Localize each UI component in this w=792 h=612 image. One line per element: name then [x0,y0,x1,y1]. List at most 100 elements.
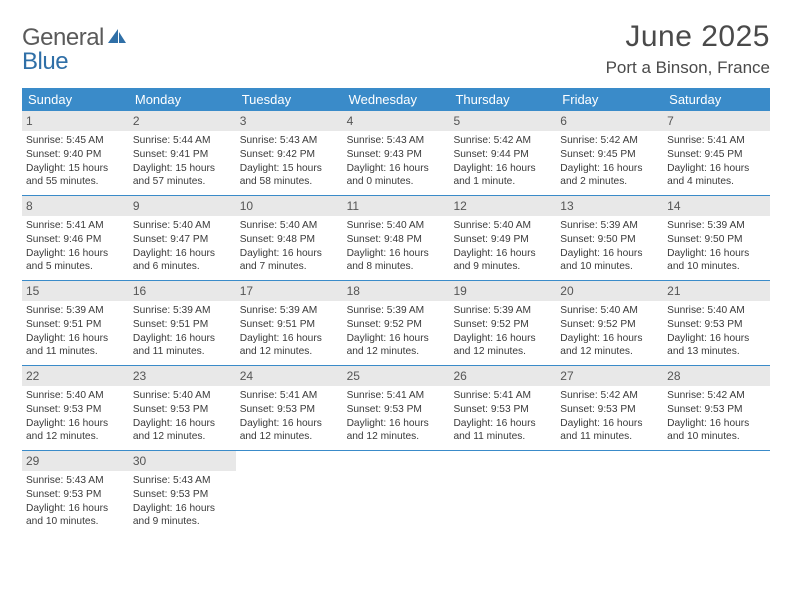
day-number: 17 [236,281,343,301]
day-cell: 25Sunrise: 5:41 AMSunset: 9:53 PMDayligh… [343,366,450,450]
week-row: 29Sunrise: 5:43 AMSunset: 9:53 PMDayligh… [22,451,770,535]
daylight-line: Daylight: 16 hours and 2 minutes. [560,162,659,190]
daylight-line: Daylight: 16 hours and 12 minutes. [240,417,339,445]
sunrise-line: Sunrise: 5:41 AM [240,389,339,403]
daylight-line: Daylight: 16 hours and 12 minutes. [133,417,232,445]
sunrise-line: Sunrise: 5:40 AM [560,304,659,318]
sunset-line: Sunset: 9:52 PM [453,318,552,332]
day-cell: 22Sunrise: 5:40 AMSunset: 9:53 PMDayligh… [22,366,129,450]
day-number: 12 [449,196,556,216]
day-number: 18 [343,281,450,301]
daylight-line: Daylight: 16 hours and 9 minutes. [453,247,552,275]
day-number: 8 [22,196,129,216]
dow-thu: Thursday [449,88,556,111]
daylight-line: Daylight: 16 hours and 6 minutes. [133,247,232,275]
daylight-line: Daylight: 16 hours and 10 minutes. [26,502,125,530]
day-cell: 29Sunrise: 5:43 AMSunset: 9:53 PMDayligh… [22,451,129,535]
day-cell [343,451,450,535]
sunset-line: Sunset: 9:50 PM [667,233,766,247]
day-number: 2 [129,111,236,131]
day-cell: 6Sunrise: 5:42 AMSunset: 9:45 PMDaylight… [556,111,663,195]
sunset-line: Sunset: 9:48 PM [347,233,446,247]
sunrise-line: Sunrise: 5:41 AM [453,389,552,403]
sunset-line: Sunset: 9:50 PM [560,233,659,247]
day-cell: 13Sunrise: 5:39 AMSunset: 9:50 PMDayligh… [556,196,663,280]
day-cell: 15Sunrise: 5:39 AMSunset: 9:51 PMDayligh… [22,281,129,365]
daylight-line: Daylight: 16 hours and 5 minutes. [26,247,125,275]
sunset-line: Sunset: 9:47 PM [133,233,232,247]
day-cell [556,451,663,535]
sunrise-line: Sunrise: 5:40 AM [240,219,339,233]
brand-text: GeneralBlue [22,26,128,74]
day-number: 30 [129,451,236,471]
calendar-grid: Sunday Monday Tuesday Wednesday Thursday… [22,88,770,535]
day-number: 26 [449,366,556,386]
sunrise-line: Sunrise: 5:40 AM [26,389,125,403]
dow-tue: Tuesday [236,88,343,111]
sunset-line: Sunset: 9:43 PM [347,148,446,162]
sunrise-line: Sunrise: 5:45 AM [26,134,125,148]
sunset-line: Sunset: 9:46 PM [26,233,125,247]
sunset-line: Sunset: 9:45 PM [560,148,659,162]
day-cell: 23Sunrise: 5:40 AMSunset: 9:53 PMDayligh… [129,366,236,450]
daylight-line: Daylight: 16 hours and 12 minutes. [453,332,552,360]
day-cell: 16Sunrise: 5:39 AMSunset: 9:51 PMDayligh… [129,281,236,365]
brand-logo: GeneralBlue [22,26,128,74]
day-number: 5 [449,111,556,131]
day-number: 21 [663,281,770,301]
day-cell: 4Sunrise: 5:43 AMSunset: 9:43 PMDaylight… [343,111,450,195]
day-number: 14 [663,196,770,216]
day-cell [236,451,343,535]
week-row: 15Sunrise: 5:39 AMSunset: 9:51 PMDayligh… [22,281,770,366]
daylight-line: Daylight: 16 hours and 10 minutes. [560,247,659,275]
week-row: 1Sunrise: 5:45 AMSunset: 9:40 PMDaylight… [22,111,770,196]
sunset-line: Sunset: 9:51 PM [133,318,232,332]
sunset-line: Sunset: 9:53 PM [133,488,232,502]
day-number: 3 [236,111,343,131]
day-number: 15 [22,281,129,301]
sunset-line: Sunset: 9:51 PM [240,318,339,332]
sunrise-line: Sunrise: 5:43 AM [240,134,339,148]
sunrise-line: Sunrise: 5:39 AM [347,304,446,318]
day-cell: 20Sunrise: 5:40 AMSunset: 9:52 PMDayligh… [556,281,663,365]
dow-sun: Sunday [22,88,129,111]
sunset-line: Sunset: 9:53 PM [560,403,659,417]
sunrise-line: Sunrise: 5:41 AM [667,134,766,148]
daylight-line: Daylight: 16 hours and 9 minutes. [133,502,232,530]
daylight-line: Daylight: 16 hours and 0 minutes. [347,162,446,190]
day-number: 27 [556,366,663,386]
daylight-line: Daylight: 15 hours and 55 minutes. [26,162,125,190]
sunrise-line: Sunrise: 5:40 AM [133,219,232,233]
day-cell: 2Sunrise: 5:44 AMSunset: 9:41 PMDaylight… [129,111,236,195]
day-number: 19 [449,281,556,301]
day-cell: 27Sunrise: 5:42 AMSunset: 9:53 PMDayligh… [556,366,663,450]
day-cell: 11Sunrise: 5:40 AMSunset: 9:48 PMDayligh… [343,196,450,280]
day-cell: 8Sunrise: 5:41 AMSunset: 9:46 PMDaylight… [22,196,129,280]
daylight-line: Daylight: 16 hours and 12 minutes. [240,332,339,360]
sunset-line: Sunset: 9:49 PM [453,233,552,247]
brand-blue: Blue [22,48,68,75]
day-cell: 1Sunrise: 5:45 AMSunset: 9:40 PMDaylight… [22,111,129,195]
daylight-line: Daylight: 16 hours and 12 minutes. [560,332,659,360]
day-cell [663,451,770,535]
day-number: 11 [343,196,450,216]
daylight-line: Daylight: 16 hours and 8 minutes. [347,247,446,275]
calendar-page: GeneralBlue June 2025 Port a Binson, Fra… [0,0,792,545]
sunset-line: Sunset: 9:53 PM [667,403,766,417]
day-number: 20 [556,281,663,301]
day-number: 13 [556,196,663,216]
sunset-line: Sunset: 9:44 PM [453,148,552,162]
daylight-line: Daylight: 16 hours and 4 minutes. [667,162,766,190]
day-number: 7 [663,111,770,131]
day-number: 24 [236,366,343,386]
day-number: 29 [22,451,129,471]
day-number: 25 [343,366,450,386]
sunrise-line: Sunrise: 5:40 AM [133,389,232,403]
week-row: 8Sunrise: 5:41 AMSunset: 9:46 PMDaylight… [22,196,770,281]
dow-wed: Wednesday [343,88,450,111]
sunrise-line: Sunrise: 5:43 AM [26,474,125,488]
sunrise-line: Sunrise: 5:42 AM [667,389,766,403]
sunset-line: Sunset: 9:53 PM [667,318,766,332]
weeks-container: 1Sunrise: 5:45 AMSunset: 9:40 PMDaylight… [22,111,770,535]
daylight-line: Daylight: 16 hours and 12 minutes. [26,417,125,445]
